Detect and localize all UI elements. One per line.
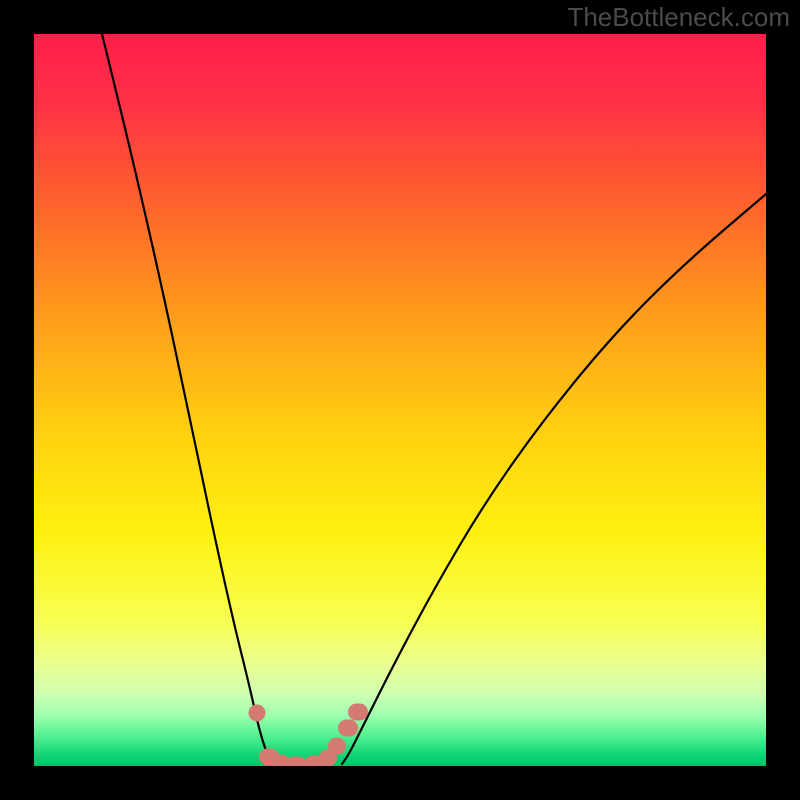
- bottleneck-curve-chart: [34, 34, 766, 766]
- chart-background: [34, 34, 766, 766]
- plot-area: [34, 34, 766, 766]
- marker-pill: [328, 738, 346, 755]
- watermark-text: TheBottleneck.com: [567, 2, 790, 33]
- chart-frame: TheBottleneck.com: [0, 0, 800, 800]
- marker-dot: [249, 705, 266, 722]
- marker-pill: [348, 704, 368, 721]
- marker-pill: [338, 720, 358, 737]
